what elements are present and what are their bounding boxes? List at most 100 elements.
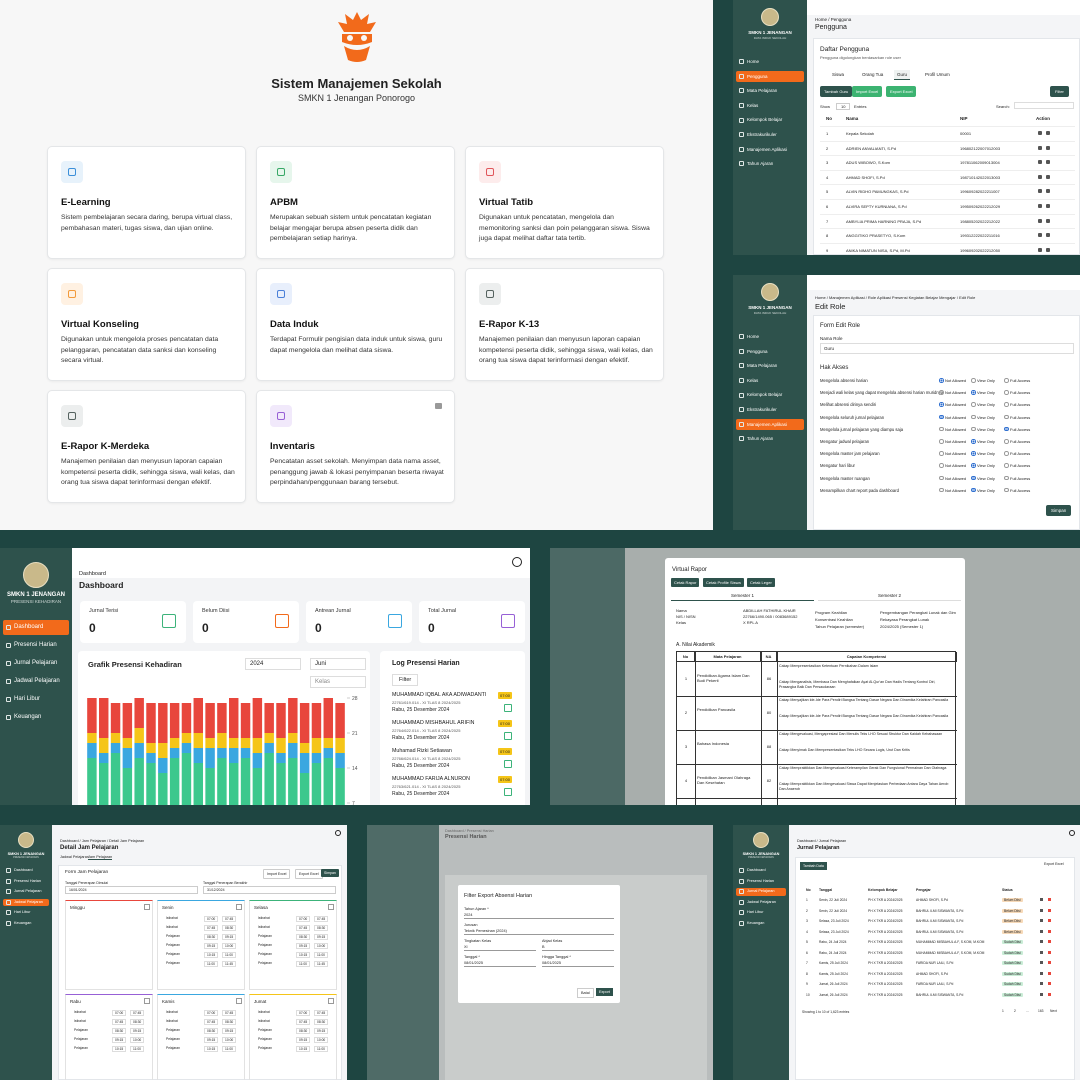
slot-end[interactable]: 10:00	[314, 943, 329, 949]
delete-icon[interactable]	[1046, 247, 1050, 252]
delete-icon[interactable]	[1048, 950, 1051, 954]
menu-item[interactable]: Tahun Ajaran	[736, 158, 804, 170]
slot-type[interactable]: Istirahat	[258, 925, 270, 929]
slot-type[interactable]: Pelajaran	[166, 1028, 180, 1032]
menu-item[interactable]: Keuangan	[736, 920, 786, 928]
slot-end[interactable]: 07:45	[314, 916, 329, 922]
radio[interactable]	[1004, 414, 1009, 420]
month-select[interactable]: Juni	[310, 658, 366, 670]
action-button[interactable]: Simpan	[321, 869, 339, 877]
slot-end[interactable]: 11:45	[314, 961, 329, 967]
slot-end[interactable]: 10:00	[222, 1037, 237, 1043]
radio[interactable]	[971, 451, 976, 456]
menu-item[interactable]: Manajemen Aplikasi	[736, 418, 804, 431]
slot-type[interactable]: Istirahat	[166, 925, 178, 929]
slot-type[interactable]: Pelajaran	[74, 1028, 88, 1032]
slot-type[interactable]: Pelajaran	[258, 1028, 272, 1032]
radio[interactable]	[971, 463, 976, 468]
slot-type[interactable]: Istirahat	[258, 916, 270, 920]
edit-icon[interactable]	[1038, 131, 1042, 135]
slot-type[interactable]: Pelajaran	[166, 1037, 180, 1041]
menu-item[interactable]: Keuangan	[3, 920, 49, 928]
view-icon[interactable]	[1040, 908, 1043, 912]
menu-item[interactable]: Kelompok Belajar	[736, 389, 804, 401]
edit-icon[interactable]	[1038, 247, 1042, 252]
field-input[interactable]: 2024	[464, 912, 614, 919]
radio[interactable]	[939, 378, 944, 383]
app-card[interactable]: Data Induk Terdapat Formulir pengisian da…	[256, 268, 455, 381]
delete-icon[interactable]	[1048, 961, 1051, 964]
radio[interactable]	[939, 414, 944, 420]
export-button[interactable]: Export	[596, 988, 613, 996]
radio[interactable]	[1004, 378, 1009, 383]
radio[interactable]	[971, 439, 976, 444]
menu-item[interactable]: Keuangan	[3, 710, 69, 725]
page-button[interactable]: ...	[1026, 1009, 1029, 1013]
page-button[interactable]: 1	[1002, 1009, 1004, 1013]
radio[interactable]	[971, 414, 976, 420]
menu-item[interactable]: Jurnal Pelajaran	[736, 888, 786, 896]
add-slot[interactable]	[236, 904, 242, 910]
radio[interactable]	[939, 402, 944, 407]
slot-end[interactable]: 11:00	[314, 1046, 329, 1052]
menu-item[interactable]: Jadwal Pelajaran	[736, 899, 786, 907]
radio[interactable]	[1004, 390, 1009, 395]
view-icon[interactable]	[1040, 898, 1043, 901]
page-button[interactable]: 163	[1038, 1009, 1044, 1013]
menu-item[interactable]: Hari Libur	[3, 692, 69, 707]
view-icon[interactable]	[1040, 961, 1043, 964]
radio[interactable]	[939, 463, 944, 468]
view-icon[interactable]	[1040, 950, 1043, 954]
slot-end[interactable]: 11:45	[222, 961, 237, 967]
tab[interactable]: Siswa	[832, 72, 845, 77]
slot-start[interactable]: 08:30	[296, 934, 311, 940]
delete-icon[interactable]	[1046, 189, 1050, 194]
radio[interactable]	[939, 439, 944, 444]
edit-icon[interactable]	[1038, 218, 1042, 223]
slot-start[interactable]: 07:45	[112, 1019, 127, 1025]
slot-start[interactable]: 08:30	[204, 1028, 219, 1034]
view-icon[interactable]	[1040, 919, 1043, 922]
edit-icon[interactable]	[1038, 145, 1042, 150]
slot-type[interactable]: Istirahat	[258, 1010, 270, 1014]
delete-icon[interactable]	[1048, 992, 1051, 996]
slot-type[interactable]: Istirahat	[166, 916, 178, 920]
radio[interactable]	[939, 426, 944, 432]
semester-tab[interactable]: Semester 1	[671, 591, 814, 601]
delete-icon[interactable]	[1048, 971, 1051, 975]
field-input[interactable]: Teknik Pemesinan (2024)	[464, 928, 614, 935]
edit-icon[interactable]	[1038, 174, 1042, 179]
filter-button[interactable]: Filter	[392, 674, 419, 686]
radio[interactable]	[971, 402, 976, 407]
delete-icon[interactable]	[1046, 160, 1050, 165]
slot-start[interactable]: 10:15	[112, 1046, 127, 1052]
menu-item[interactable]: Tahun Ajaran	[736, 433, 804, 445]
user-icon[interactable]	[1069, 830, 1075, 836]
slot-type[interactable]: Pelajaran	[166, 934, 180, 938]
radio[interactable]	[1004, 475, 1009, 481]
app-card[interactable]: Inventaris Pencatatan asset sekolah. Meny…	[256, 390, 455, 503]
delete-icon[interactable]	[1046, 131, 1050, 135]
action-button[interactable]: Export Excel	[886, 86, 917, 97]
slot-start[interactable]: 07:00	[204, 1010, 219, 1016]
date-input[interactable]: 31/12/2024	[203, 886, 336, 894]
slot-end[interactable]: 09:15	[314, 934, 329, 940]
slot-start[interactable]: 09:15	[296, 1037, 311, 1043]
view-icon[interactable]	[1040, 982, 1043, 985]
tab[interactable]: Jadwal Pelajaran	[60, 855, 89, 859]
view-icon[interactable]	[1040, 929, 1043, 933]
add-slot[interactable]	[328, 998, 334, 1004]
slot-end[interactable]: 09:15	[222, 934, 237, 940]
page-button[interactable]: Next	[1050, 1009, 1057, 1013]
delete-icon[interactable]	[1048, 940, 1051, 943]
add-slot[interactable]	[328, 904, 334, 910]
show-select[interactable]: 10	[836, 103, 851, 110]
slot-end[interactable]: 08:30	[130, 1019, 145, 1025]
menu-item[interactable]: Dashboard	[3, 867, 49, 875]
menu-item[interactable]: Dashboard	[736, 867, 786, 875]
slot-start[interactable]: 09:15	[112, 1037, 127, 1043]
delete-icon[interactable]	[1046, 233, 1050, 238]
slot-start[interactable]: 08:30	[112, 1028, 127, 1034]
field-input[interactable]: XI	[464, 944, 536, 951]
menu-item[interactable]: Jurnal Pelajaran	[3, 888, 49, 896]
